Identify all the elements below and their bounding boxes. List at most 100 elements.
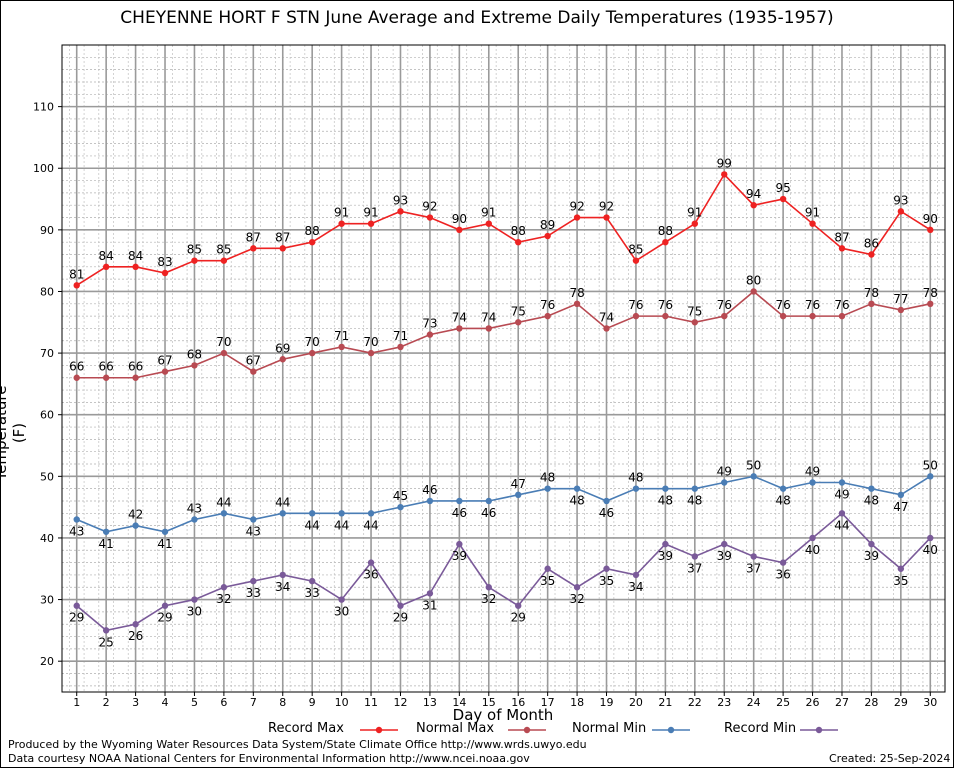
- data-label-record-max: 90: [452, 212, 467, 226]
- data-label-record-min: 33: [246, 586, 261, 600]
- x-tick-label: 28: [864, 696, 878, 709]
- data-label-normal-min: 44: [275, 495, 290, 509]
- data-point-record-min: [220, 584, 228, 591]
- data-label-record-min: 35: [893, 574, 908, 588]
- data-label-normal-min: 45: [393, 489, 408, 503]
- data-label-normal-max: 73: [422, 317, 437, 331]
- data-point-record-max: [632, 257, 640, 264]
- data-point-normal-min: [809, 479, 816, 486]
- data-label-record-min: 39: [452, 549, 467, 563]
- data-label-normal-max: 69: [275, 341, 290, 355]
- legend-marker-normal-max: [523, 726, 531, 734]
- data-label-record-min: 30: [334, 605, 349, 619]
- data-label-record-max: 94: [746, 187, 761, 201]
- x-tick-label: 11: [364, 696, 378, 709]
- data-point-normal-max: [603, 325, 610, 332]
- legend-label-record-max: Record Max: [268, 721, 344, 736]
- data-label-record-min: 40: [923, 543, 938, 557]
- data-point-normal-min: [691, 485, 699, 492]
- data-point-normal-min: [897, 491, 905, 499]
- x-tick-label: 4: [162, 696, 169, 709]
- data-label-normal-max: 74: [452, 310, 467, 324]
- data-label-normal-max: 76: [805, 298, 820, 312]
- data-point-normal-max: [809, 312, 816, 320]
- data-point-normal-min: [132, 522, 139, 529]
- data-point-record-min: [456, 540, 463, 548]
- x-tick-label: 12: [393, 696, 407, 709]
- data-label-normal-min: 48: [775, 494, 790, 508]
- data-point-record-max: [161, 269, 169, 277]
- data-label-normal-max: 77: [893, 292, 908, 306]
- data-point-record-min: [897, 565, 905, 572]
- series-line-normal-max: [76, 290, 931, 379]
- data-label-normal-max: 75: [511, 304, 526, 318]
- footer-data-courtesy: Data courtesy NOAA National Centers for …: [8, 752, 530, 765]
- data-point-record-min: [191, 596, 198, 603]
- data-point-record-min: [515, 602, 522, 609]
- data-point-record-min: [367, 559, 375, 566]
- data-point-normal-max: [308, 349, 316, 357]
- data-point-normal-max: [250, 368, 257, 375]
- data-point-record-max: [691, 220, 699, 227]
- data-point-record-max: [544, 232, 551, 240]
- data-label-record-min: 29: [69, 611, 84, 625]
- data-label-normal-max: 68: [187, 347, 202, 361]
- data-point-record-min: [927, 534, 934, 542]
- data-point-normal-min: [779, 485, 787, 492]
- x-tick-label: 23: [717, 696, 731, 709]
- data-label-normal-max: 76: [658, 298, 673, 312]
- data-point-record-max: [721, 171, 728, 178]
- data-label-normal-min: 42: [128, 508, 143, 522]
- x-tick-label: 18: [570, 696, 584, 709]
- data-point-record-min: [721, 540, 728, 548]
- data-point-record-max: [102, 263, 110, 271]
- data-label-normal-max: 67: [246, 354, 261, 368]
- x-tick-label: 17: [541, 696, 555, 709]
- data-point-normal-max: [662, 312, 669, 320]
- data-label-normal-min: 50: [746, 458, 761, 472]
- data-label-normal-min: 43: [69, 524, 84, 538]
- data-point-record-min: [809, 534, 816, 542]
- footer-produced-by: Produced by the Wyoming Water Resources …: [8, 738, 587, 751]
- series-line-normal-min: [76, 475, 931, 533]
- data-point-record-max: [868, 251, 875, 258]
- data-point-record-min: [573, 584, 581, 591]
- data-label-normal-min: 46: [481, 506, 496, 520]
- chart-title: CHEYENNE HORT F STN June Average and Ext…: [120, 8, 834, 28]
- data-point-record-max: [515, 238, 522, 246]
- data-label-record-max: 83: [157, 255, 172, 269]
- data-point-normal-min: [161, 528, 169, 535]
- data-point-record-max: [191, 257, 198, 264]
- data-label-record-min: 29: [511, 611, 526, 625]
- data-label-normal-max: 76: [717, 298, 732, 312]
- data-point-normal-min: [662, 485, 669, 492]
- data-label-record-min: 32: [216, 592, 231, 606]
- x-tick-label: 27: [835, 696, 849, 709]
- data-label-record-max: 92: [599, 200, 614, 214]
- data-label-record-max: 91: [687, 206, 702, 220]
- data-point-normal-min: [279, 510, 286, 517]
- data-point-record-min: [632, 571, 640, 579]
- data-label-record-max: 86: [864, 237, 879, 251]
- data-point-record-min: [73, 602, 80, 609]
- x-tick-label: 16: [511, 696, 525, 709]
- data-point-record-max: [662, 238, 669, 246]
- data-label-record-max: 88: [658, 224, 673, 238]
- y-tick-label: 90: [40, 224, 54, 237]
- y-tick-label: 30: [40, 594, 54, 607]
- x-tick-label: 9: [309, 696, 316, 709]
- data-label-record-min: 26: [128, 629, 143, 643]
- legend-label-record-min: Record Min: [724, 721, 797, 736]
- data-label-normal-min: 44: [334, 518, 349, 532]
- data-point-record-max: [456, 226, 463, 234]
- data-point-normal-max: [132, 374, 139, 381]
- data-label-record-min: 40: [805, 543, 820, 557]
- data-point-record-min: [308, 577, 316, 585]
- data-label-record-max: 95: [775, 181, 790, 195]
- data-label-record-max: 99: [717, 156, 732, 170]
- data-label-record-min: 29: [157, 611, 172, 625]
- data-label-record-max: 81: [69, 267, 84, 281]
- data-point-normal-max: [838, 312, 846, 320]
- data-label-record-max: 87: [275, 230, 290, 244]
